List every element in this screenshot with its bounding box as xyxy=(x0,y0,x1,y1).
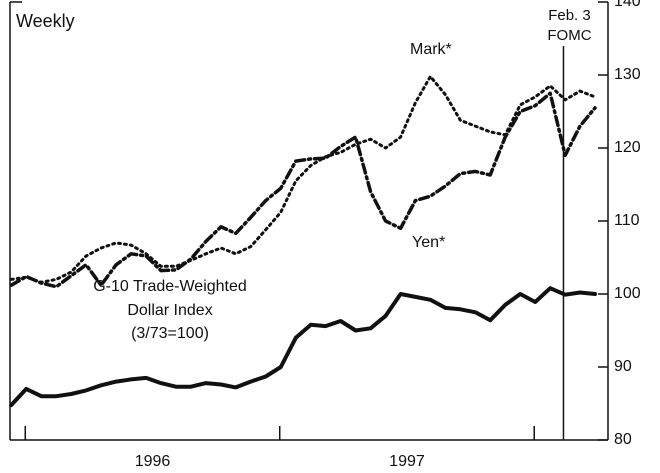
series-label: Mark* xyxy=(410,41,452,58)
y-tick-label: 120 xyxy=(614,139,641,156)
event-label: Feb. 3 xyxy=(548,7,591,24)
series-line xyxy=(9,75,597,284)
series-label: Yen* xyxy=(412,234,445,251)
y-tick-label: 100 xyxy=(614,285,641,302)
event-label: FOMC xyxy=(547,27,591,44)
y-tick-label: 130 xyxy=(614,66,641,83)
series-label: Dollar Index xyxy=(127,302,212,319)
x-tick-label: 1996 xyxy=(135,453,171,470)
x-tick-label: 1997 xyxy=(389,453,425,470)
series-label: (3/73=100) xyxy=(131,325,209,342)
series-label: G-10 Trade-Weighted xyxy=(93,278,247,295)
y-tick-label: 140 xyxy=(614,0,641,10)
y-tick-label: 80 xyxy=(614,431,632,448)
y-tick-label: 110 xyxy=(614,212,640,229)
chart-title: Weekly xyxy=(16,11,75,31)
y-tick-label: 90 xyxy=(614,358,632,375)
series-line xyxy=(9,286,597,407)
series-line xyxy=(9,91,597,289)
